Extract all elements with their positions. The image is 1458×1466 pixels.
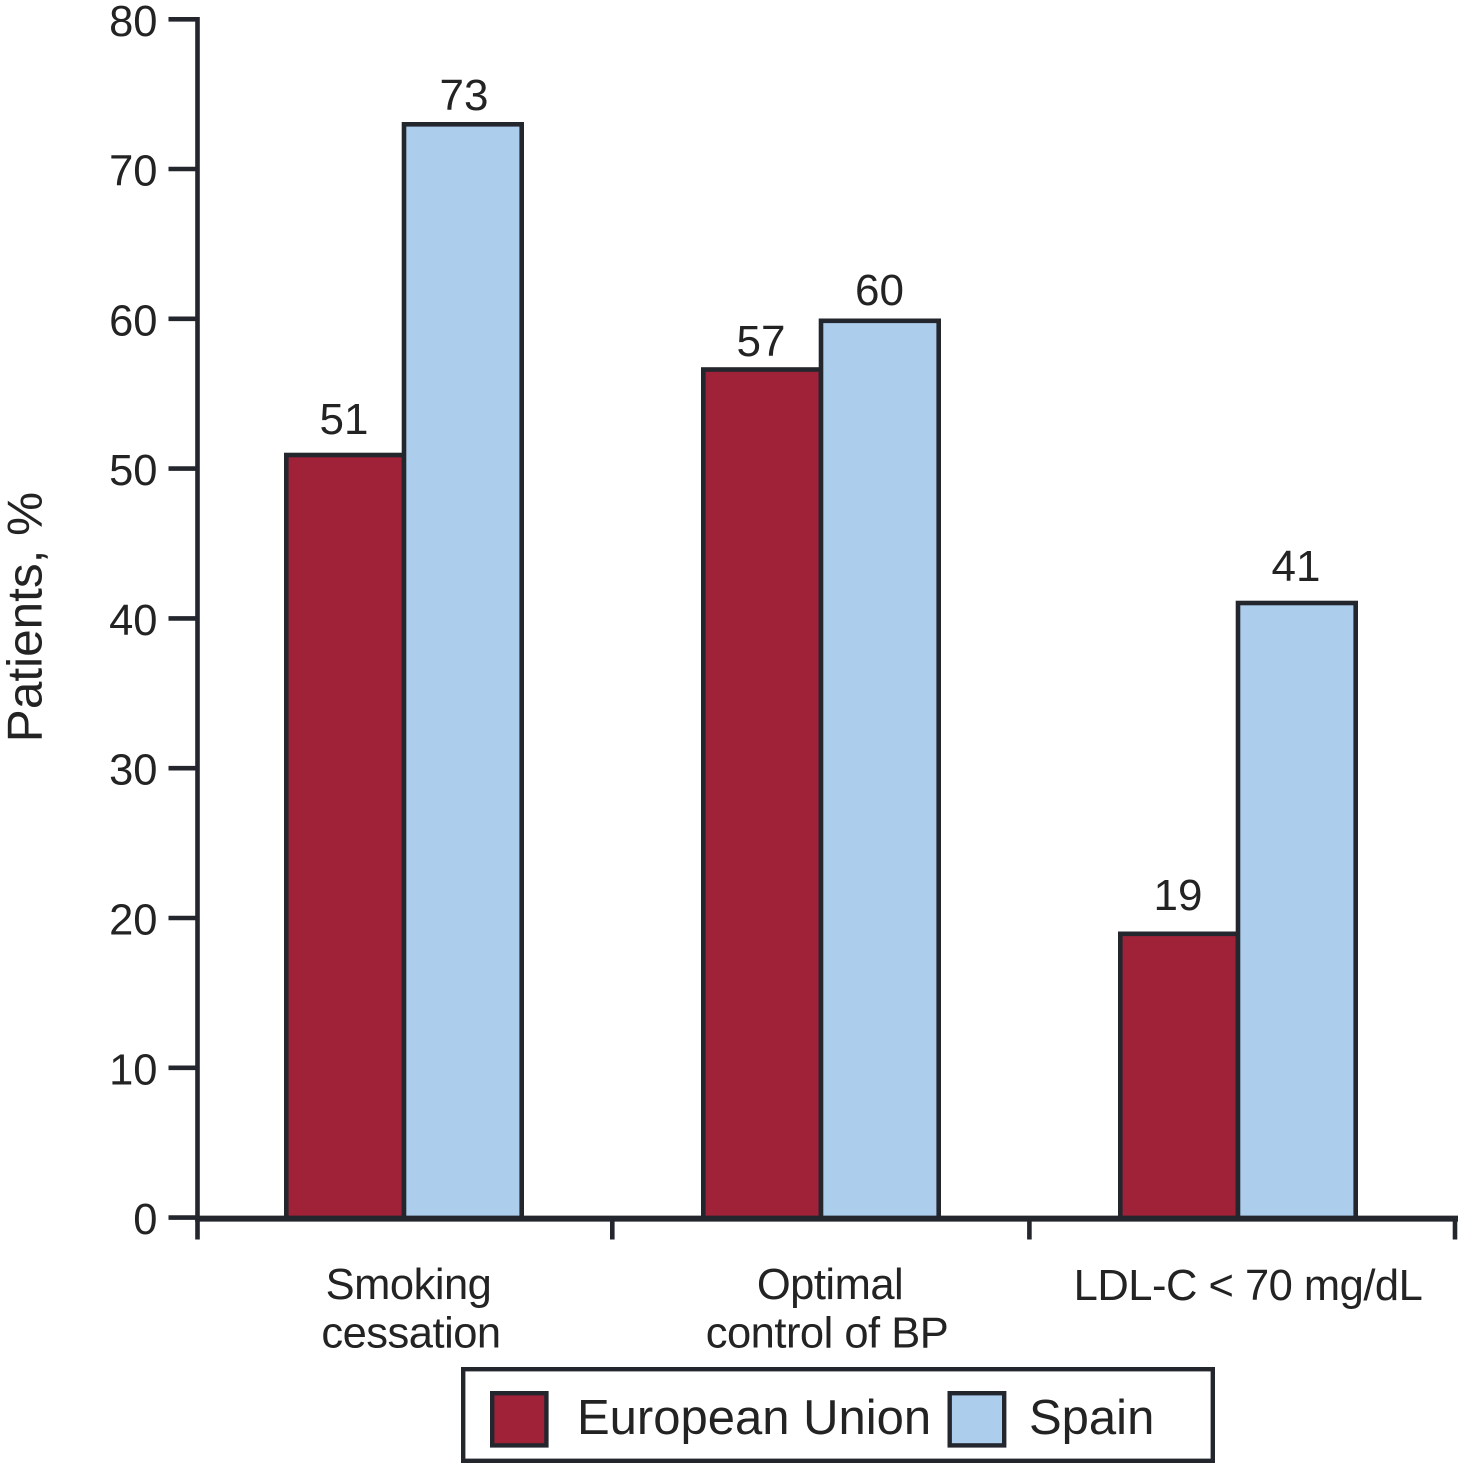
svg-text:70: 70 (109, 148, 157, 196)
svg-text:Smoking: Smoking (326, 1261, 492, 1309)
svg-text:cessation: cessation (321, 1310, 500, 1358)
svg-text:57: 57 (737, 317, 786, 366)
svg-text:control of BP: control of BP (706, 1310, 949, 1358)
svg-text:LDL-C < 70 mg/dL: LDL-C < 70 mg/dL (1074, 1262, 1423, 1310)
svg-text:30: 30 (109, 747, 157, 795)
svg-text:Spain: Spain (1029, 1391, 1154, 1445)
svg-text:80: 80 (109, 0, 157, 46)
svg-text:41: 41 (1272, 542, 1321, 591)
svg-text:73: 73 (440, 71, 489, 120)
svg-text:European Union: European Union (577, 1391, 931, 1445)
svg-text:20: 20 (109, 897, 157, 945)
svg-text:51: 51 (320, 395, 369, 444)
svg-text:Patients, %: Patients, % (0, 492, 53, 742)
svg-text:60: 60 (855, 266, 904, 315)
svg-text:0: 0 (133, 1196, 157, 1244)
svg-text:40: 40 (109, 597, 157, 645)
svg-text:Optimal: Optimal (757, 1261, 903, 1309)
svg-text:19: 19 (1154, 871, 1203, 920)
svg-text:60: 60 (109, 297, 157, 345)
svg-text:10: 10 (109, 1046, 157, 1094)
svg-text:50: 50 (109, 447, 157, 495)
